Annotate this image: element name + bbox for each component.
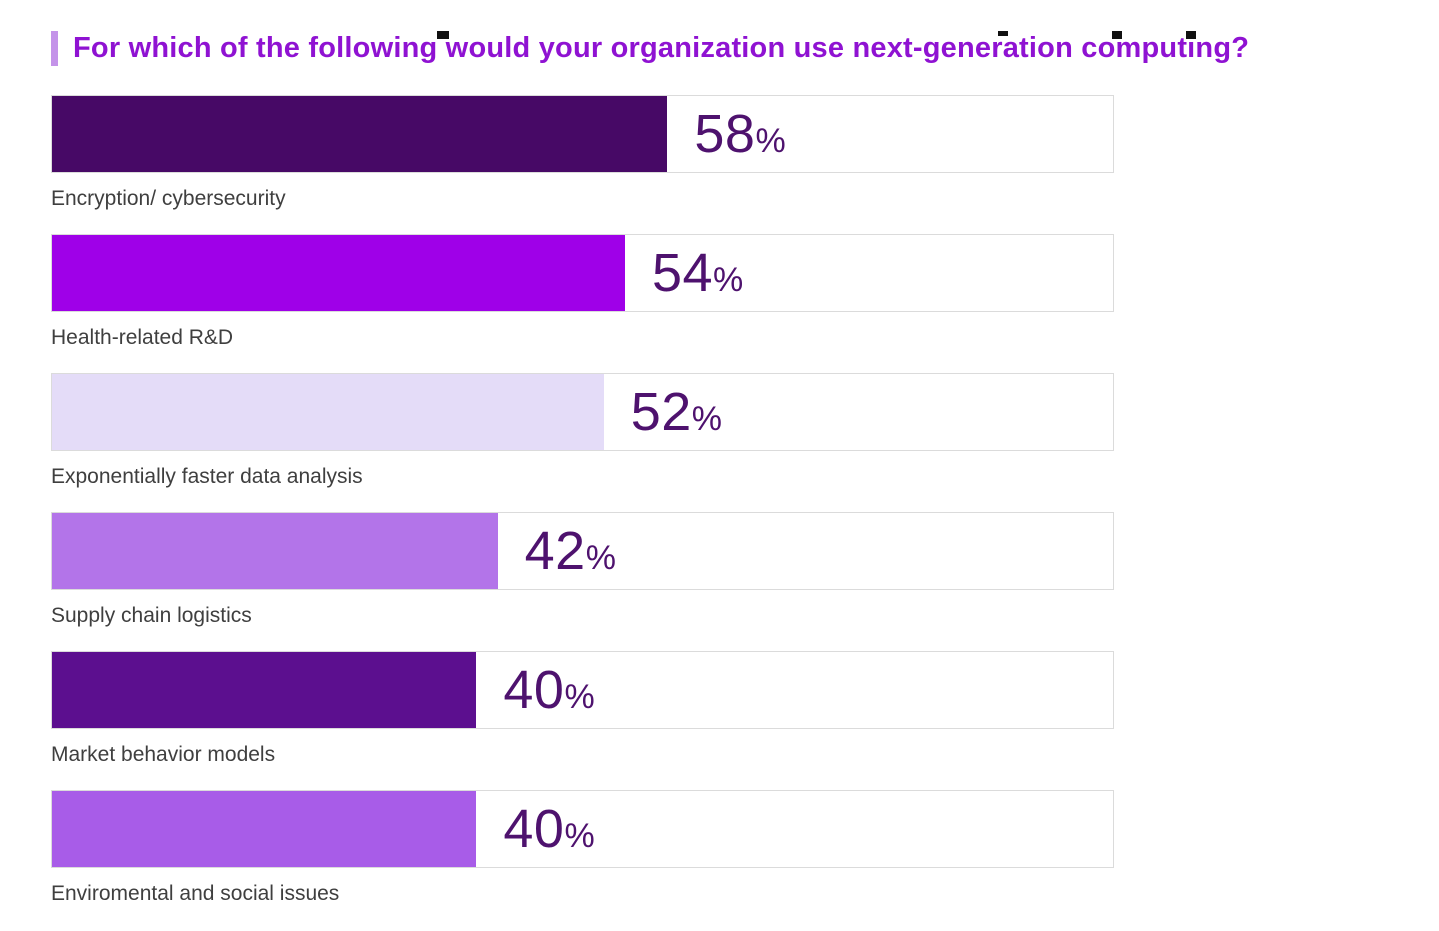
bar-fill: [52, 234, 625, 311]
bar-value: 40%: [503, 659, 595, 721]
cropped-text-fragment: [1186, 31, 1196, 39]
bar-value: 52%: [631, 381, 723, 443]
percent-sign: %: [691, 399, 723, 438]
bar-value-number: 58: [694, 103, 756, 164]
chart-header: For which of the following would your or…: [51, 31, 1439, 66]
bar-track: 52%: [51, 372, 1114, 451]
bar-label: Market behavior models: [51, 742, 276, 766]
bar-track: 58%: [51, 94, 1114, 173]
percent-sign: %: [585, 538, 617, 577]
bar-track: 40%: [51, 789, 1114, 868]
bar-chart: 58% Encryption/ cybersecurity 54% Health…: [51, 94, 1114, 908]
bar-value-number: 40: [503, 659, 565, 720]
bar-row: 52% Exponentially faster data analysis: [51, 372, 1114, 491]
bar-value-number: 54: [651, 242, 714, 303]
percent-sign: %: [713, 260, 744, 299]
bar-value-number: 40: [503, 798, 565, 859]
bar-fill: [52, 373, 604, 450]
percent-sign: %: [564, 816, 596, 855]
bar-fill: [52, 512, 498, 589]
bar-fill: [52, 790, 477, 867]
bar-row: 42% Supply chain logistics: [51, 511, 1114, 630]
bar-track: 42%: [51, 511, 1114, 590]
percent-sign: %: [755, 121, 787, 160]
bar-track: 40%: [51, 650, 1114, 729]
bar-label: Enviromental and social issues: [51, 881, 340, 905]
chart-title: For which of the following would your or…: [73, 32, 1250, 64]
bar-label: Health-related R&D: [51, 325, 234, 349]
bar-value: 40%: [503, 798, 595, 860]
bar-label: Exponentially faster data analysis: [51, 464, 363, 488]
bar-fill: [52, 95, 668, 172]
percent-sign: %: [564, 677, 596, 716]
bar-value: 54%: [652, 242, 744, 304]
bar-value: 58%: [694, 103, 786, 165]
bar-row: 40% Enviromental and social issues: [51, 789, 1114, 908]
bar-track: 54%: [51, 233, 1114, 312]
bar-value-number: 52: [630, 381, 692, 442]
bar-label: Encryption/ cybersecurity: [51, 186, 286, 210]
cropped-text-fragment: [437, 31, 449, 39]
bar-value: 42%: [525, 520, 617, 582]
cropped-text-fragment: [1112, 31, 1122, 39]
bar-label: Supply chain logistics: [51, 603, 252, 627]
bar-fill: [52, 651, 477, 728]
bar-value-number: 42: [524, 520, 586, 581]
bar-row: 40% Market behavior models: [51, 650, 1114, 769]
cropped-text-fragment: [998, 31, 1008, 36]
page: For which of the following would your or…: [0, 31, 1439, 931]
bar-row: 58% Encryption/ cybersecurity: [51, 94, 1114, 213]
title-accent-bar: [51, 31, 58, 66]
bar-row: 54% Health-related R&D: [51, 233, 1114, 352]
